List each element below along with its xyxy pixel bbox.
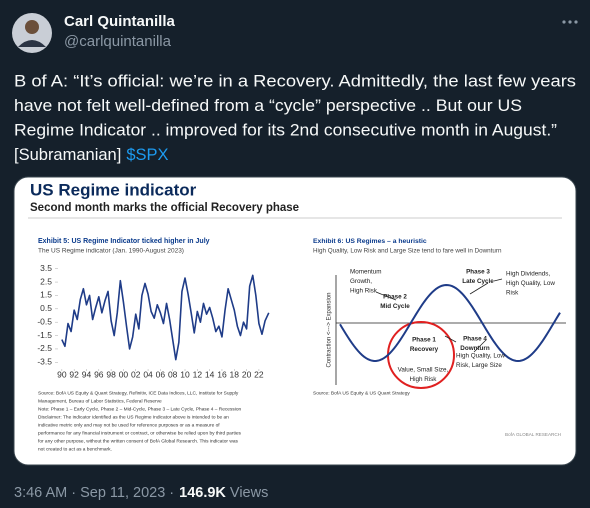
diagram-label: Growth, — [350, 278, 372, 285]
source-line: Disclaimer: The indicator identified as … — [38, 414, 229, 420]
x-tick-label: 14 — [205, 369, 215, 379]
y-tick-label: 2.5 — [40, 276, 52, 286]
diagram-label: High Dividends, — [506, 271, 550, 278]
tweet-text-line: [Subramanian] — [14, 146, 121, 164]
diagram-label: Phase 1 — [412, 337, 436, 344]
x-tick-label: 96 — [94, 369, 104, 379]
diagram-label: Value, Small Size, — [398, 367, 449, 374]
tweet-text-line: Regime Indicator .. improved for its 2nd… — [14, 121, 557, 139]
handle[interactable]: @carlquintanilla — [64, 33, 172, 50]
y-tick-label: 1.5 — [40, 290, 52, 300]
more-menu[interactable] — [562, 20, 578, 24]
diagram-label: High Quality, Low — [506, 280, 555, 287]
diagram-label: Downturn — [460, 345, 490, 352]
diagram-label: Momentum — [350, 269, 382, 276]
tweet-text-line: have not felt well-defined from a “cycle… — [14, 97, 522, 115]
x-tick-label: 16 — [217, 369, 227, 379]
cashtag[interactable]: $SPX — [126, 146, 168, 164]
diagram-label: Risk — [506, 290, 519, 297]
timestamp[interactable]: 3:46 AM · Sep 11, 2023 · — [14, 485, 174, 501]
x-tick-label: 02 — [131, 369, 141, 379]
diagram-label: Phase 2 — [383, 294, 407, 301]
source-line: performance for any financial instrument… — [38, 430, 242, 436]
source-line: not created to act as a benchmark. — [38, 446, 112, 452]
diagram-label: Risk, Large Size — [456, 362, 502, 369]
y-tick-label: -2.5 — [37, 343, 52, 353]
x-tick-label: 22 — [254, 369, 264, 379]
diagram-label: Mid Cycle — [380, 303, 410, 310]
y-tick-label: 3.5 — [40, 263, 52, 273]
x-tick-label: 18 — [230, 369, 240, 379]
views-label: Views — [230, 485, 268, 501]
diagram-axis-label: Contraction <---> Expansion — [327, 292, 333, 367]
x-tick-label: 06 — [156, 369, 166, 379]
diagram-label: Phase 4 — [463, 336, 487, 343]
chart-title: Exhibit 5: US Regime Indicator ticked hi… — [38, 238, 210, 245]
source-line: Source: BofA US Equity & Quant Strategy,… — [38, 390, 239, 396]
chart-subtitle: The US Regime indicator (Jan. 1990-Augus… — [38, 248, 184, 255]
diagram-label: High Risk — [410, 376, 438, 383]
diagram-source: Source: BofA US Equity & US Quant Strate… — [313, 390, 410, 396]
diagram-label: Late Cycle — [462, 278, 494, 285]
source-line: Note: Phase 1 – Early Cycle, Phase 2 – M… — [38, 406, 242, 412]
source-line: Management, Bureau of Labor Statistics, … — [38, 398, 162, 404]
x-tick-label: 10 — [180, 369, 190, 379]
diagram-title: Exhibit 6: US Regimes – a heuristic — [313, 238, 427, 245]
x-tick-label: 04 — [143, 369, 153, 379]
tweet-text-line: B of A: “It’s official: we’re in a Recov… — [14, 72, 576, 90]
series-line — [61, 274, 270, 361]
y-tick-label: -1.5 — [37, 330, 52, 340]
diagram-label: Recovery — [410, 346, 439, 353]
diagram-subtitle: High Quality, Low Risk and Large Size te… — [313, 248, 502, 255]
x-tick-label: 94 — [82, 369, 92, 379]
y-tick-label: -0.5 — [37, 316, 52, 326]
diagram-label: High Quality, Low — [456, 353, 505, 360]
x-tick-label: 08 — [168, 369, 178, 379]
brand: BofA GLOBAL RESEARCH — [505, 432, 561, 437]
x-tick-label: 00 — [119, 369, 129, 379]
source-line: indicative metric only and may not be us… — [38, 422, 220, 428]
x-tick-label: 20 — [242, 369, 252, 379]
diagram-label: Phase 3 — [466, 269, 490, 276]
avatar[interactable] — [12, 13, 52, 53]
y-tick-label: 0.5 — [40, 303, 52, 313]
image-subtitle: Second month marks the official Recovery… — [30, 202, 299, 214]
diagram-label: High Risk — [350, 288, 378, 295]
image-title: US Regime indicator — [30, 180, 197, 199]
x-tick-label: 98 — [106, 369, 116, 379]
x-tick-label: 92 — [69, 369, 79, 379]
image-card[interactable] — [13, 176, 577, 466]
views-count: 146.9K — [179, 485, 226, 501]
x-tick-label: 12 — [193, 369, 203, 379]
author-name[interactable]: Carl Quintanilla — [64, 13, 176, 30]
tweet-body: B of A: “It’s official: we’re in a Recov… — [14, 72, 576, 164]
y-tick-label: -3.5 — [37, 357, 52, 367]
x-tick-label: 90 — [57, 369, 67, 379]
source-line: for any other purpose, without the writt… — [38, 438, 238, 444]
tweet-meta: 3:46 AM · Sep 11, 2023 · 146.9K Views — [14, 485, 268, 501]
cycle-curve — [339, 284, 561, 363]
